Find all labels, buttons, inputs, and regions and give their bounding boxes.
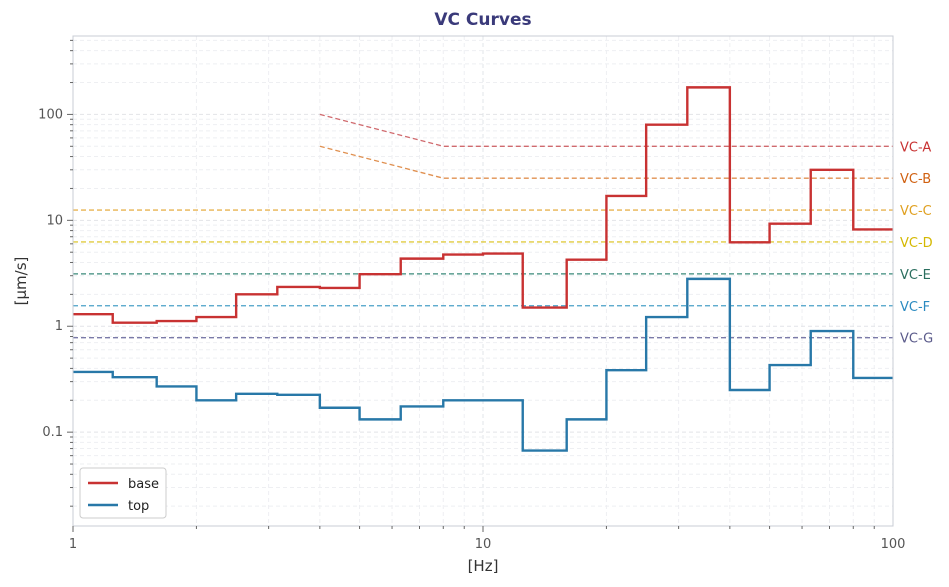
legend: base top <box>79 467 167 519</box>
reference-label-vc-b: VC-B <box>900 172 931 187</box>
legend-box <box>79 467 167 519</box>
reference-label-vc-e: VC-E <box>900 268 931 283</box>
legend-items: base top <box>88 477 159 514</box>
reference-curve-vc-a <box>319 113 893 147</box>
reference-label-vc-f: VC-F <box>900 300 930 315</box>
axis-layer: 1 10 100 0.1 1 10 100 <box>38 39 906 552</box>
y-tick-label: 0.1 <box>42 425 63 440</box>
x-tick-label: 10 <box>475 537 492 552</box>
y-tick-label: 1 <box>55 319 63 334</box>
legend-label-top: top <box>128 499 149 514</box>
x-tick-label: 1 <box>69 537 77 552</box>
reference-label-vc-d: VC-D <box>900 236 933 251</box>
series-line-top <box>73 277 893 452</box>
reference-label-vc-c: VC-C <box>900 204 932 219</box>
chart-title: VC Curves <box>434 10 531 30</box>
x-tick-label: 100 <box>881 537 906 552</box>
series-layer <box>73 86 893 452</box>
reference-label-vc-a: VC-A <box>900 140 931 155</box>
reference-label-vc-g: VC-G <box>900 332 933 347</box>
grid-layer <box>72 36 893 526</box>
x-axis-label: [Hz] <box>468 557 499 575</box>
legend-label-base: base <box>128 477 159 492</box>
y-axis-label: [µm/s] <box>12 257 30 306</box>
reference-curves-layer <box>73 113 893 339</box>
series-line-base <box>73 86 893 324</box>
reference-curve-vc-b <box>319 145 893 179</box>
reference-labels-layer: VC-A VC-B VC-C VC-D VC-E VC-F VC-G <box>900 140 933 346</box>
y-tick-label: 10 <box>46 213 63 228</box>
y-tick-label: 100 <box>38 107 63 122</box>
